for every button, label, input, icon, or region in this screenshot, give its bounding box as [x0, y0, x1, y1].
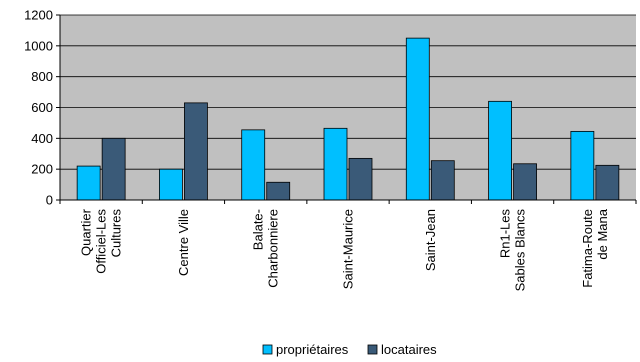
- bar-locataires-1: [184, 102, 208, 201]
- y-tick-label-1000: 1000: [24, 38, 53, 53]
- y-tick-label-600: 600: [31, 100, 53, 115]
- x-tick-label-2: Balate-Charbonniere: [251, 209, 281, 288]
- x-axis-ticks: QuartierOfficiel-LesCultures Centre Ville…: [59, 200, 637, 292]
- bar-locataires-2: [266, 181, 291, 201]
- legend: propriétaires locataires: [262, 342, 437, 357]
- x-tick-label-5: Rn1-LesSables Blancs: [498, 209, 528, 292]
- bar-locataires-5: [513, 163, 537, 201]
- bar-locataires-6: [595, 164, 620, 201]
- bar-proprietaires-4: [405, 37, 430, 201]
- legend-label-proprietaires: propriétaires: [276, 342, 349, 357]
- bar-proprietaires-3: [323, 127, 348, 201]
- y-tick-label-1200: 1200: [24, 8, 53, 23]
- bar-proprietaires-6: [570, 130, 595, 201]
- y-tick-label-0: 0: [46, 193, 53, 208]
- bar-proprietaires-5: [488, 100, 512, 201]
- x-tick-label-6: Fatima-Routede Mana: [580, 208, 610, 288]
- grid-lines: [60, 14, 636, 170]
- legend-swatch-locataires: [367, 344, 378, 355]
- bar-locataires-3: [348, 157, 373, 201]
- legend-label-locataires: locataires: [381, 342, 437, 357]
- bar-locataires-0: [101, 137, 126, 201]
- y-axis-ticks: 0 200 400 600 800 1000 1200: [24, 8, 60, 208]
- bar-proprietaires-0: [76, 165, 101, 201]
- bar-proprietaires-1: [159, 168, 183, 201]
- x-tick-label-0: QuartierOfficiel-LesCultures: [79, 208, 124, 273]
- x-tick-label-1: Centre Ville: [176, 209, 191, 276]
- y-tick-label-200: 200: [31, 162, 53, 177]
- x-tick-label-3: Saint-Maurice: [341, 209, 356, 289]
- bar-locataires-4: [430, 160, 455, 201]
- legend-swatch-proprietaires: [262, 344, 273, 355]
- bars: [76, 37, 620, 201]
- x-tick-label-4: Saint-Jean: [423, 209, 438, 271]
- y-tick-label-400: 400: [31, 131, 53, 146]
- bar-proprietaires-2: [241, 129, 266, 201]
- y-tick-label-800: 800: [31, 69, 53, 84]
